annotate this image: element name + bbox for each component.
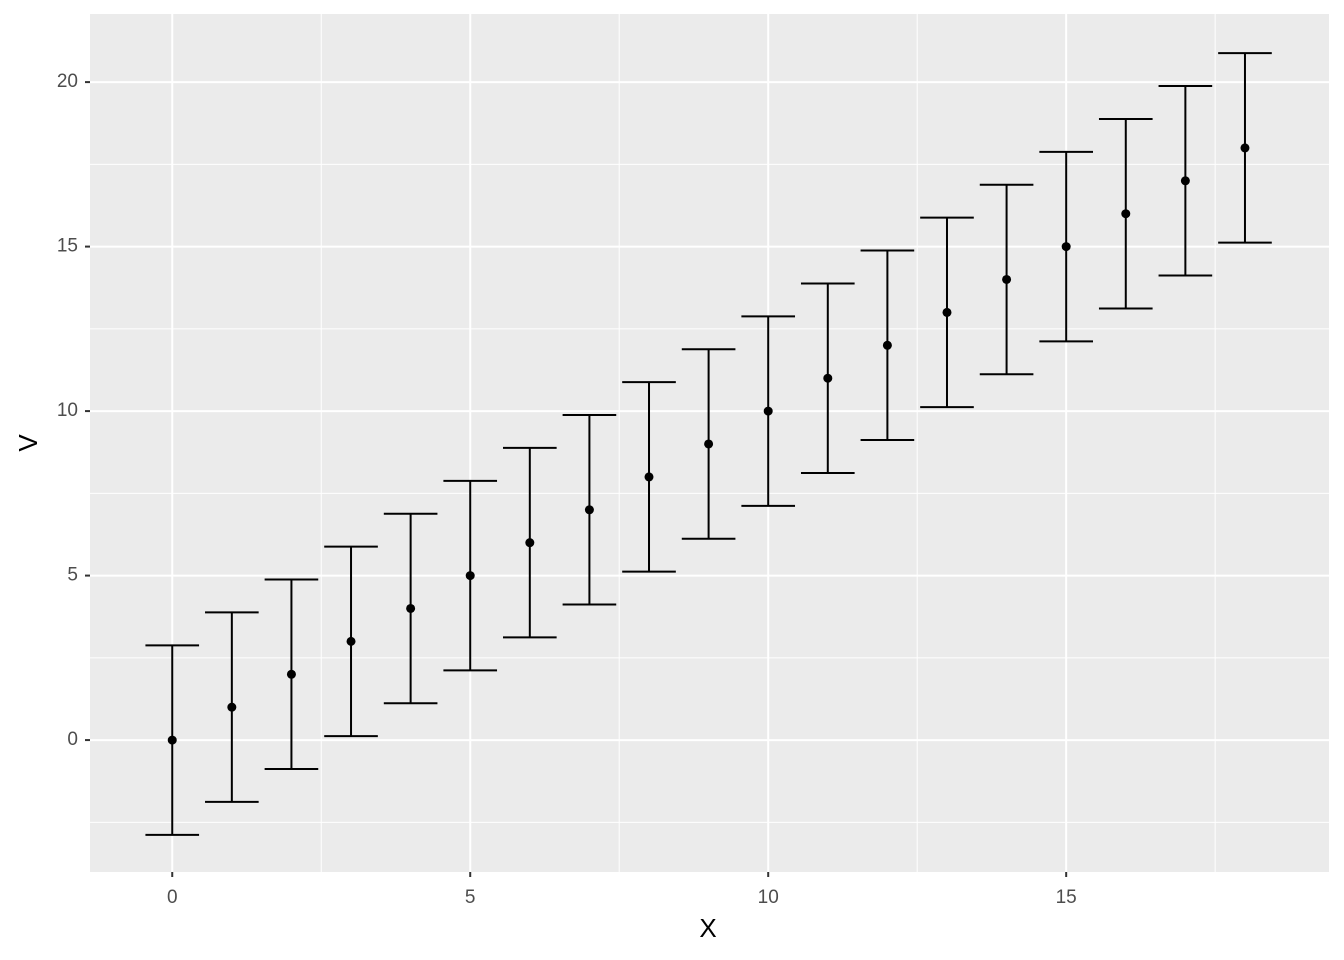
point bbox=[525, 538, 535, 548]
point bbox=[167, 735, 177, 745]
y-tick-label: 0 bbox=[67, 729, 78, 750]
point bbox=[286, 669, 296, 679]
point bbox=[584, 505, 594, 515]
point bbox=[1061, 242, 1071, 252]
x-axis-title: X bbox=[699, 913, 716, 943]
point bbox=[1002, 274, 1012, 284]
point bbox=[763, 406, 773, 416]
point bbox=[346, 636, 356, 646]
point bbox=[406, 603, 416, 613]
x-tick-label: 0 bbox=[167, 887, 178, 908]
y-tick-label: 15 bbox=[57, 236, 78, 257]
point bbox=[465, 571, 475, 581]
point bbox=[1240, 143, 1250, 153]
x-tick-label: 5 bbox=[465, 887, 476, 908]
y-axis-title: V bbox=[13, 434, 43, 452]
point bbox=[823, 373, 833, 383]
point bbox=[644, 472, 654, 482]
point bbox=[882, 340, 892, 350]
point bbox=[704, 439, 714, 449]
point bbox=[227, 702, 237, 712]
point bbox=[1180, 176, 1190, 186]
y-tick-label: 10 bbox=[57, 400, 78, 421]
point bbox=[1121, 209, 1131, 219]
y-tick-label: 5 bbox=[67, 565, 78, 586]
point bbox=[942, 307, 952, 317]
x-tick-label: 10 bbox=[758, 887, 779, 908]
x-tick-label: 15 bbox=[1056, 887, 1077, 908]
y-tick-label: 20 bbox=[57, 71, 78, 92]
